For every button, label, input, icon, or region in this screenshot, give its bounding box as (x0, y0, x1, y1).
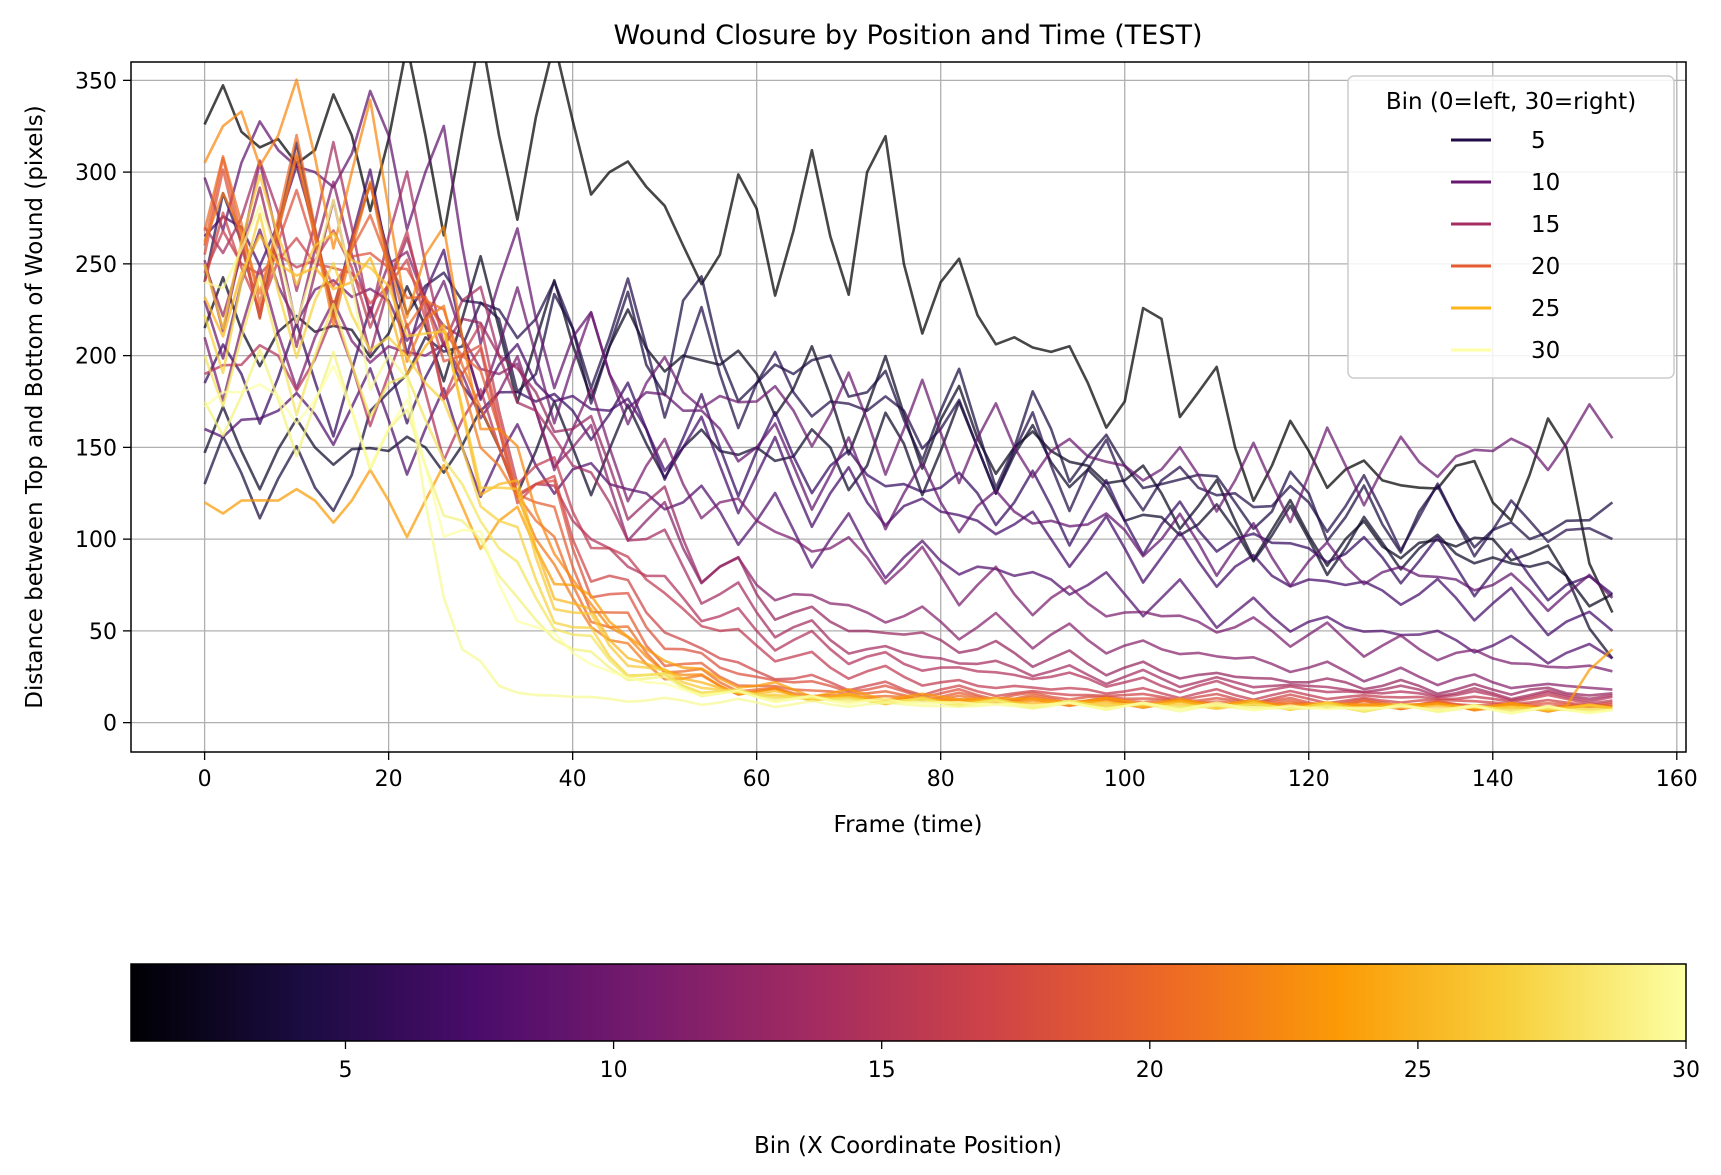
series-line-9 (203, 89, 1614, 613)
plot-frame (130, 61, 1687, 753)
legend-label-5: 5 (1531, 128, 1546, 154)
x-tick-label: 0 (198, 767, 212, 792)
colorbar-gradient (130, 963, 1687, 1042)
x-tick-label: 100 (1104, 767, 1146, 792)
series-line-1 (203, 62, 1614, 614)
y-axis-ticks: 0 50 100 150 200 250 300 350 (75, 69, 131, 737)
x-tick-label: 140 (1472, 767, 1514, 792)
x-tick-label: 120 (1288, 767, 1330, 792)
series-line-10 (203, 228, 1614, 524)
series-line-23 (203, 463, 1614, 712)
series-line-7 (203, 164, 1614, 637)
x-tick-label: 160 (1656, 767, 1698, 792)
colorbar-ticks: 5 10 15 20 25 30 (338, 1041, 1700, 1083)
colorbar-tick-label: 20 (1136, 1058, 1164, 1083)
series-line-11 (203, 265, 1613, 673)
series-line-8 (204, 367, 1614, 665)
y-tick-label: 0 (103, 712, 117, 737)
series-line-4 (203, 275, 1614, 554)
colorbar-tick-label: 30 (1672, 1058, 1700, 1083)
y-tick-label: 200 (75, 345, 117, 370)
y-axis-label: Distance between Top and Bottom of Wound… (22, 105, 48, 708)
x-tick-label: 60 (743, 767, 771, 792)
series-line-2 (203, 254, 1614, 608)
series-lines (203, 62, 1614, 715)
colorbar-tick-label: 15 (868, 1058, 896, 1083)
y-tick-label: 350 (75, 69, 117, 94)
series-line-17 (203, 211, 1613, 707)
series-line-30 (203, 364, 1613, 715)
colorbar-tick-label: 5 (338, 1058, 352, 1083)
y-tick-label: 300 (75, 161, 117, 186)
legend-label-30: 30 (1531, 338, 1560, 364)
legend: Bin (0=left, 30=right) 5 10 15 20 25 30 (1347, 75, 1675, 379)
legend-label-10: 10 (1531, 170, 1560, 196)
legend-label-25: 25 (1531, 296, 1560, 322)
y-tick-label: 150 (75, 436, 117, 461)
colorbar: 5 10 15 20 25 30 Bin (X Coordinate Position) (130, 963, 1700, 1159)
x-tick-label: 20 (375, 767, 403, 792)
y-tick-label: 50 (89, 620, 117, 645)
series-line-5 (203, 141, 1613, 558)
y-tick-label: 250 (75, 253, 117, 278)
colorbar-label: Bin (X Coordinate Position) (754, 1133, 1062, 1159)
colorbar-tick-label: 10 (600, 1058, 628, 1083)
legend-label-15: 15 (1531, 212, 1560, 238)
series-line-15 (204, 313, 1613, 703)
x-axis-label: Frame (time) (834, 812, 983, 838)
x-axis-ticks: 0 20 40 60 80 100 120 140 160 (198, 752, 1698, 792)
series-line-18 (203, 168, 1613, 708)
series-line-6 (203, 306, 1614, 602)
legend-label-20: 20 (1531, 254, 1560, 280)
colorbar-tick-label: 25 (1404, 1058, 1432, 1083)
chart-title: Wound Closure by Position and Time (TEST… (613, 20, 1202, 51)
series-line-3 (203, 400, 1614, 660)
x-tick-label: 40 (559, 767, 587, 792)
x-tick-label: 80 (927, 767, 955, 792)
legend-box (1347, 75, 1675, 379)
y-tick-label: 100 (75, 528, 117, 553)
legend-title: Bin (0=left, 30=right) (1386, 89, 1636, 115)
